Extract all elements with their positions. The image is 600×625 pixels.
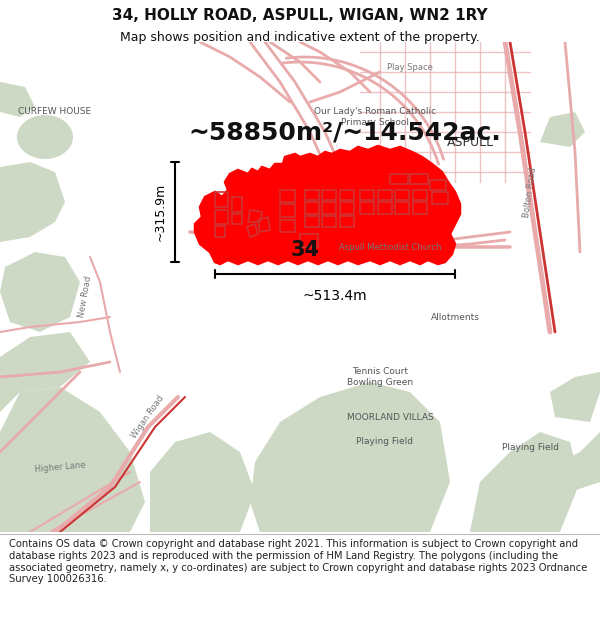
Text: ~58850m²/~14.542ac.: ~58850m²/~14.542ac. bbox=[188, 120, 502, 144]
Polygon shape bbox=[150, 432, 255, 532]
Polygon shape bbox=[0, 252, 80, 332]
Polygon shape bbox=[0, 82, 35, 117]
Text: Our Lady's Roman Catholic
Primary School: Our Lady's Roman Catholic Primary School bbox=[314, 107, 436, 127]
Text: MOORLAND VILLAS: MOORLAND VILLAS bbox=[347, 412, 433, 421]
Text: CURFEW HOUSE: CURFEW HOUSE bbox=[19, 107, 92, 116]
Text: Contains OS data © Crown copyright and database right 2021. This information is : Contains OS data © Crown copyright and d… bbox=[9, 539, 587, 584]
Text: ASPULL: ASPULL bbox=[446, 136, 494, 149]
Polygon shape bbox=[0, 332, 90, 412]
Text: 34, HOLLY ROAD, ASPULL, WIGAN, WN2 1RY: 34, HOLLY ROAD, ASPULL, WIGAN, WN2 1RY bbox=[112, 8, 488, 22]
Polygon shape bbox=[250, 382, 450, 532]
Text: Playing Field: Playing Field bbox=[502, 442, 559, 451]
Polygon shape bbox=[540, 112, 585, 147]
Polygon shape bbox=[195, 146, 460, 264]
Polygon shape bbox=[0, 162, 65, 242]
Polygon shape bbox=[470, 432, 580, 532]
Polygon shape bbox=[17, 115, 73, 159]
Text: ~315.9m: ~315.9m bbox=[154, 183, 167, 241]
Text: Allotments: Allotments bbox=[431, 312, 479, 321]
Text: Play Space: Play Space bbox=[387, 62, 433, 71]
Text: Higher Lane: Higher Lane bbox=[34, 460, 86, 474]
Polygon shape bbox=[550, 372, 600, 422]
Text: Map shows position and indicative extent of the property.: Map shows position and indicative extent… bbox=[120, 31, 480, 44]
Text: 34: 34 bbox=[290, 240, 320, 260]
Text: Tennis Court
Bowling Green: Tennis Court Bowling Green bbox=[347, 368, 413, 387]
Polygon shape bbox=[0, 387, 145, 532]
Text: Wigan Road: Wigan Road bbox=[130, 394, 166, 440]
Text: Aspull Methodist Church: Aspull Methodist Church bbox=[339, 242, 441, 251]
Text: ~513.4m: ~513.4m bbox=[302, 289, 367, 303]
Text: Playing Field: Playing Field bbox=[356, 438, 413, 446]
Text: Bolton Road: Bolton Road bbox=[522, 166, 538, 218]
Text: New Road: New Road bbox=[77, 276, 93, 319]
Polygon shape bbox=[540, 432, 600, 492]
